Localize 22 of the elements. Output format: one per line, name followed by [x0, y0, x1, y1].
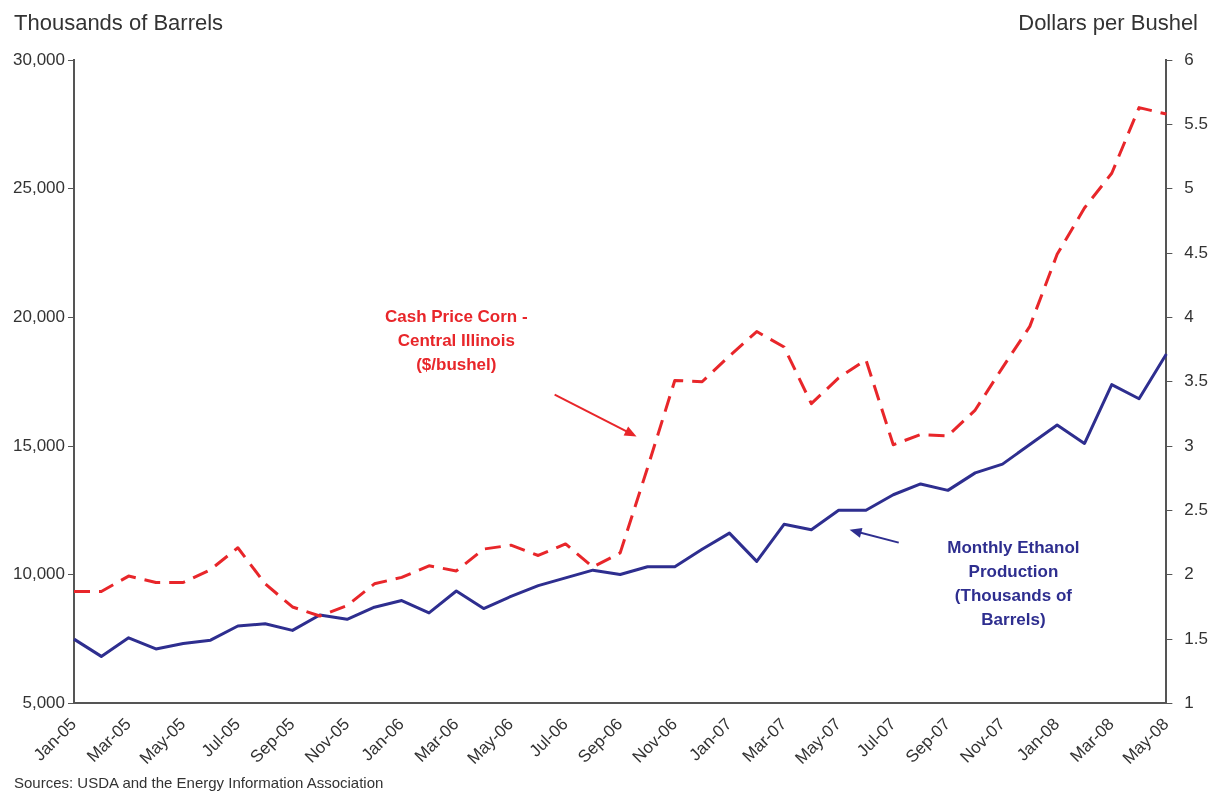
y-axis-title: Thousands of Barrels: [14, 10, 224, 36]
y2-tick-label: 5: [1184, 178, 1194, 198]
y2-tick-label: 3.5: [1184, 371, 1209, 391]
y2-tick-label: 4.5: [1184, 242, 1209, 262]
y2-tick-label: 1: [1184, 693, 1194, 713]
y2-axis-title: Dollars per Bushel: [1018, 10, 1198, 36]
text: Monthly Ethanol Production (Thousands of Barrels): [946, 537, 1081, 632]
y-tick-label: 15,000: [13, 435, 65, 455]
y2-tick-label: 2: [1184, 564, 1194, 584]
y2-tick-label: 1.5: [1184, 628, 1209, 648]
y2-tick-label: 2.5: [1184, 500, 1209, 520]
y-tick-label: 25,000: [13, 178, 65, 198]
y2-tick-label: 5.5: [1184, 114, 1209, 134]
y-tick-label: 30,000: [13, 49, 65, 69]
y-tick-label: 20,000: [13, 307, 65, 327]
y-tick-label: 10,000: [13, 564, 65, 584]
y2-tick-label: 6: [1184, 49, 1194, 69]
y2-tick-label: 3: [1184, 435, 1194, 455]
y2-tick-label: 4: [1184, 307, 1194, 327]
source-note: Sources: USDA and the Energy Information Association: [14, 774, 384, 791]
y-tick-label: 5,000: [22, 693, 65, 713]
text: Cash Price Corn - Central Illinois ($/bushel): [384, 305, 529, 376]
